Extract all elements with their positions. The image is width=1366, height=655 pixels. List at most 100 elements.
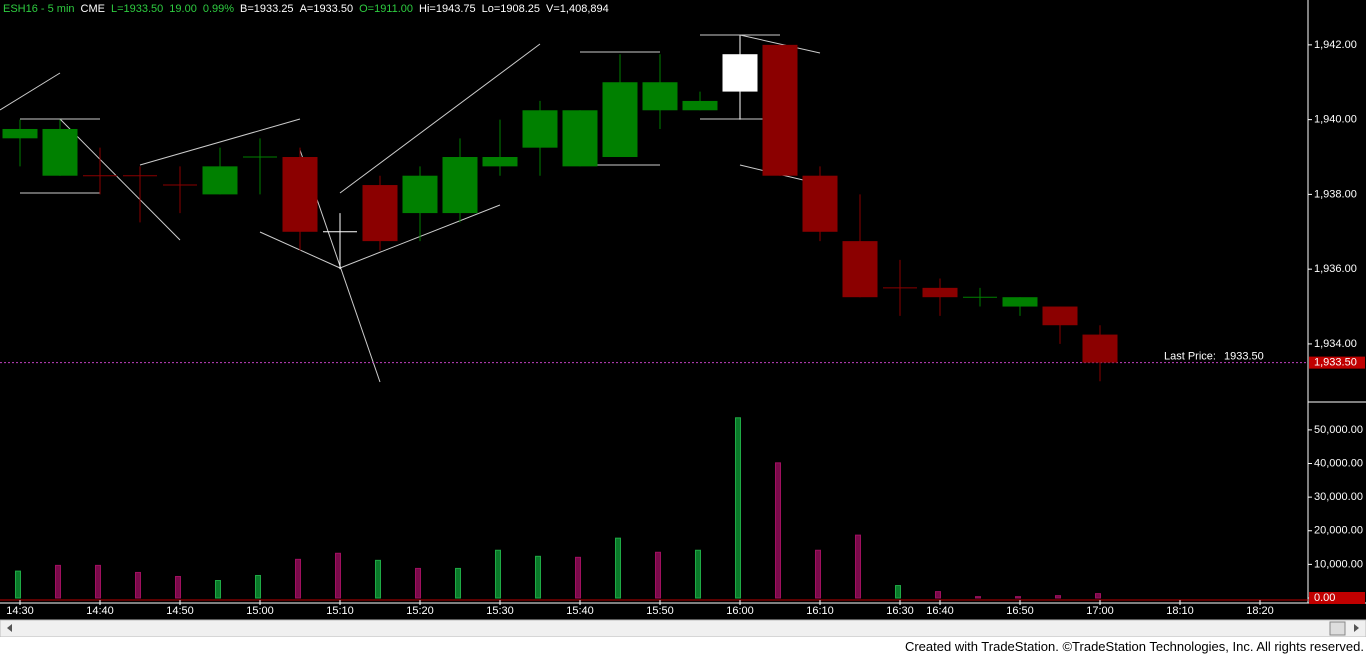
volume-bar: [135, 571, 141, 599]
change-pct: 0.99%: [202, 3, 235, 15]
volume-bar: [1055, 595, 1061, 599]
volume-bar: [975, 596, 981, 599]
x-tick-label: 16:40: [926, 605, 954, 617]
volume-bar: [535, 555, 541, 599]
x-tick-label: 16:30: [886, 605, 914, 617]
change: 19.00: [169, 3, 197, 15]
candle-body: [682, 100, 718, 111]
volume-bar: [375, 559, 381, 599]
volume-bar: [815, 549, 821, 599]
candle-body: [42, 128, 78, 176]
x-tick-label: 15:40: [566, 605, 594, 617]
background: [0, 0, 1366, 620]
x-tick-label: 16:00: [726, 605, 754, 617]
candle-body: [762, 44, 798, 176]
scrollbar[interactable]: [0, 619, 1366, 638]
volume-bar: [1095, 593, 1101, 599]
volume-bar: [735, 417, 741, 599]
scroll-right[interactable]: [1354, 624, 1359, 632]
volume-tick-label: 30,000.00: [1314, 491, 1363, 503]
candle-body: [1082, 334, 1118, 363]
y-tick-label: 1,938.00: [1314, 188, 1357, 200]
bid: B=1933.25: [240, 3, 294, 15]
x-tick-label: 18:20: [1246, 605, 1274, 617]
y-tick-label: 1,936.00: [1314, 263, 1357, 275]
volume-tick-label: 50,000.00: [1314, 424, 1363, 436]
candle-body: [442, 157, 478, 214]
x-tick-label: 16:50: [1006, 605, 1034, 617]
last-price-caption: Last Price:: [1164, 351, 1216, 363]
volume-bar: [415, 567, 421, 599]
volume-bar: [615, 537, 621, 599]
high: Hi=1943.75: [419, 3, 476, 15]
candle-body: [202, 166, 238, 195]
last: L=1933.50: [110, 3, 164, 15]
volume-bar: [495, 549, 501, 599]
volume-bar: [255, 574, 261, 599]
volume-bar: [215, 580, 221, 599]
volume-bar: [855, 534, 861, 599]
footer: Created with TradeStation. ©TradeStation…: [904, 639, 1364, 654]
quote-header: ESH16 - 5 min CME L=1933.50 19.00 0.99% B=193…: [3, 3, 615, 15]
volume-bar: [455, 567, 461, 599]
candle-body: [642, 82, 678, 111]
volume-tick-label: 40,000.00: [1314, 457, 1363, 469]
candle-body: [362, 185, 398, 242]
volume: V=1,408,894: [546, 3, 609, 15]
x-tick-label: 15:20: [406, 605, 434, 617]
y-tick-label: 1,940.00: [1314, 114, 1357, 126]
scroll-left[interactable]: [7, 624, 12, 632]
chart: 1,934.00 1,936.00 1,938.00 1,940.00 1,942.00…: [0, 0, 1366, 638]
volume-bar: [575, 556, 581, 599]
volume-tick-label: 10,000.00: [1314, 558, 1363, 570]
candle-body: [522, 110, 558, 148]
volume-bar: [695, 549, 701, 599]
volume-bar: [95, 564, 101, 599]
x-tick-label: 15:00: [246, 605, 274, 617]
volume-bar: [655, 551, 661, 599]
exchange: CME: [80, 3, 105, 15]
volume-bar: [335, 552, 341, 599]
candle-body: [1042, 306, 1078, 326]
volume-bar: [935, 591, 941, 599]
y-tick-label: 1,934.00: [1314, 338, 1357, 350]
last-price-text: 1933.50: [1224, 351, 1264, 363]
last-price-axis-label: 1,933.50: [1314, 357, 1357, 369]
candle-body: [402, 175, 438, 214]
candle-body: [482, 157, 518, 167]
volume-bar: [775, 462, 781, 599]
trendline: [0, 72, 61, 111]
volume-bar: [295, 558, 301, 599]
candle-body: [842, 241, 878, 298]
x-tick-label: 15:10: [326, 605, 354, 617]
volume-bar: [15, 570, 21, 599]
x-tick-label: 15:30: [486, 605, 514, 617]
x-tick-label: 18:10: [1166, 605, 1194, 617]
candle-body: [722, 54, 758, 92]
volume-zero-box: [1309, 592, 1365, 604]
candle-body: [562, 110, 598, 167]
volume-tick-label: 0.00: [1314, 592, 1335, 604]
candle-body: [922, 287, 958, 298]
trendline: [139, 118, 301, 166]
low: Lo=1908.25: [481, 3, 541, 15]
volume-tick-label: 20,000.00: [1314, 525, 1363, 537]
x-tick-label: 14:40: [86, 605, 114, 617]
scroll-thumb[interactable]: [1329, 621, 1346, 636]
x-tick-label: 17:00: [1086, 605, 1114, 617]
x-tick-label: 14:50: [166, 605, 194, 617]
x-tick-label: 16:10: [806, 605, 834, 617]
trendline: [59, 118, 181, 241]
volume-bar: [1015, 596, 1021, 599]
volume-bar: [895, 585, 901, 599]
candle-body: [2, 128, 38, 139]
trendline: [339, 43, 541, 194]
candle-body: [1002, 297, 1038, 307]
symbol: ESH16 - 5 min: [3, 3, 75, 15]
x-tick-label: 15:50: [646, 605, 674, 617]
volume-bar: [55, 564, 61, 599]
volume-bar: [175, 575, 181, 599]
ask: A=1933.50: [299, 3, 354, 15]
y-tick-label: 1,942.00: [1314, 39, 1357, 51]
